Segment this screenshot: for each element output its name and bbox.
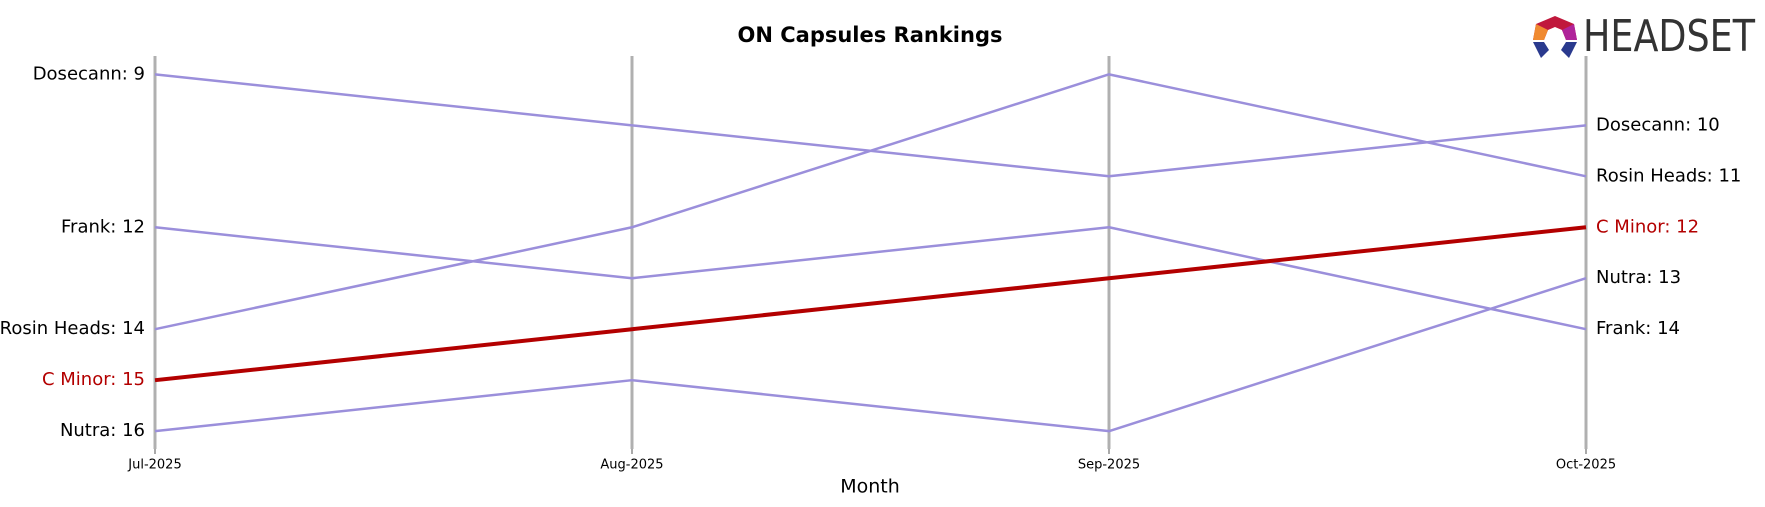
series-line xyxy=(154,73,1587,331)
value-label: C Minor: 15 xyxy=(42,369,145,390)
logo-mark xyxy=(1562,24,1577,40)
x-tick-label: Oct-2025 xyxy=(1556,458,1616,473)
value-label: Nutra: 13 xyxy=(1596,267,1681,288)
series-line xyxy=(154,226,1587,331)
series-line xyxy=(154,277,1587,433)
value-label: Frank: 14 xyxy=(1596,318,1680,339)
value-label: Dosecann: 9 xyxy=(33,63,145,84)
value-label: Frank: 12 xyxy=(61,216,145,237)
series-line xyxy=(154,73,1587,178)
logo-mark xyxy=(1533,24,1548,40)
value-label: Rosin Heads: 11 xyxy=(1596,165,1741,186)
x-axis-title: Month xyxy=(840,476,900,498)
value-label: Rosin Heads: 14 xyxy=(0,318,145,339)
logo: HEADSET xyxy=(1533,11,1755,62)
logo-text: HEADSET xyxy=(1583,11,1755,62)
value-label: Dosecann: 10 xyxy=(1596,114,1720,135)
x-tick-label: Jul-2025 xyxy=(127,458,181,473)
series-line xyxy=(154,225,1587,383)
chart-title: ON Capsules Rankings xyxy=(738,23,1003,47)
value-label: Nutra: 16 xyxy=(60,420,145,441)
x-tick-label: Sep-2025 xyxy=(1078,458,1140,473)
logo-mark xyxy=(1533,42,1549,58)
value-label: C Minor: 12 xyxy=(1596,216,1699,237)
x-tick-label: Aug-2025 xyxy=(600,458,663,473)
logo-mark xyxy=(1561,42,1577,58)
